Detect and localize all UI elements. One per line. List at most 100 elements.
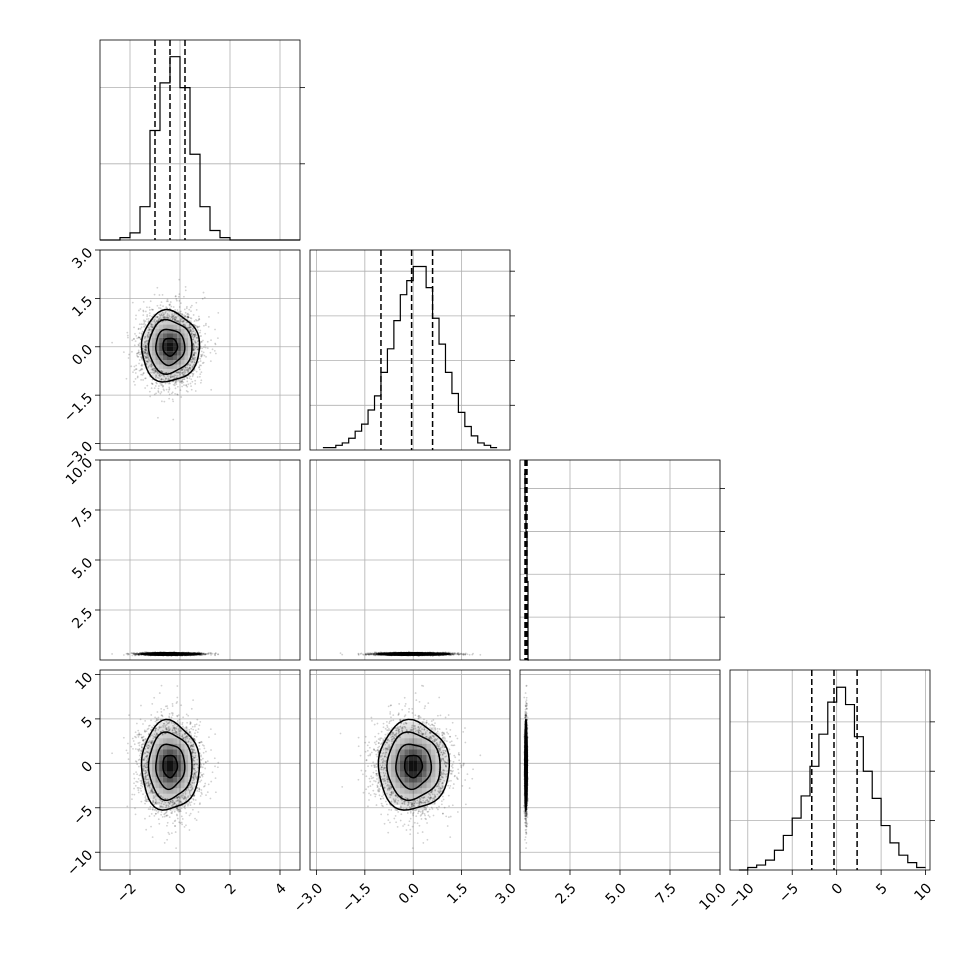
scatter-point <box>374 654 377 657</box>
scatter-point <box>202 361 205 364</box>
scatter-point <box>189 366 191 369</box>
scatter-point <box>369 651 371 654</box>
scatter-point <box>193 767 196 770</box>
scatter-point <box>161 320 164 323</box>
scatter-point <box>172 731 175 734</box>
scatter-point <box>146 356 149 359</box>
density-cell <box>159 788 163 794</box>
scatter-point <box>374 651 376 654</box>
scatter-point <box>187 327 190 329</box>
density-cell <box>173 342 178 347</box>
scatter-point <box>193 725 196 728</box>
scatter-point <box>156 372 159 375</box>
scatter-point <box>163 815 166 818</box>
scatter-point <box>151 703 154 705</box>
scatter-point <box>163 842 166 844</box>
scatter-point <box>200 371 203 374</box>
scatter-point <box>208 651 210 654</box>
scatter-point <box>195 308 198 311</box>
scatter-point <box>147 336 149 339</box>
scatter-point <box>176 800 179 802</box>
scatter-point <box>137 735 140 738</box>
scatter-point <box>168 716 171 719</box>
scatter-point <box>193 768 195 770</box>
scatter-point <box>140 800 143 803</box>
density-cell <box>191 337 196 343</box>
scatter-point <box>171 314 174 317</box>
scatter-point <box>198 364 201 367</box>
scatter-point <box>136 337 139 340</box>
scatter-point <box>152 801 154 804</box>
scatter-point <box>206 791 209 794</box>
density-cell <box>177 351 181 356</box>
scatter-point <box>144 335 146 338</box>
scatter-point <box>175 298 178 300</box>
density-cell <box>151 373 156 378</box>
scatter-point <box>192 357 195 360</box>
scatter-point <box>182 372 184 374</box>
scatter-point <box>150 789 153 792</box>
scatter-point <box>217 761 220 764</box>
scatter-point <box>147 356 150 359</box>
scatter-point <box>151 326 154 329</box>
density-cell <box>151 771 156 778</box>
scatter-point <box>152 797 155 800</box>
density-cell <box>151 766 156 772</box>
scatter-point <box>204 344 207 346</box>
scatter-point <box>210 339 212 342</box>
scatter-point <box>137 777 140 780</box>
scatter-point <box>182 323 185 326</box>
scatter-point <box>144 772 147 775</box>
scatter-point <box>142 739 145 742</box>
scatter-point <box>187 316 190 319</box>
scatter-point <box>147 778 150 781</box>
density-cell <box>170 766 174 772</box>
density-cell <box>155 315 160 321</box>
scatter-point <box>174 319 177 321</box>
scatter-point <box>201 652 204 655</box>
scatter-point <box>144 351 147 354</box>
scatter-point <box>154 795 157 797</box>
scatter-point <box>373 654 375 656</box>
contour-line <box>155 328 186 367</box>
scatter-point <box>160 811 163 813</box>
density-cell <box>162 377 167 383</box>
scatter-point <box>192 777 195 779</box>
scatter-point <box>193 763 196 766</box>
scatter-point <box>196 376 199 378</box>
scatter-point <box>135 653 138 656</box>
scatter-point <box>201 744 204 746</box>
density-cell <box>170 749 174 755</box>
scatter-point <box>161 796 164 799</box>
scatter-point <box>186 734 189 737</box>
scatter-point <box>197 329 199 331</box>
scatter-point <box>190 310 192 313</box>
scatter-point <box>202 773 205 776</box>
scatter-point <box>183 378 186 381</box>
scatter-point <box>192 358 194 360</box>
scatter-point <box>192 765 195 768</box>
scatter-point <box>158 727 161 729</box>
scatter-point <box>134 383 136 386</box>
scatter-point <box>133 344 136 347</box>
scatter-point <box>179 389 182 392</box>
scatter-point <box>472 652 474 655</box>
density-cell <box>159 360 163 365</box>
scatter-point <box>198 775 201 778</box>
scatter-point <box>168 728 170 731</box>
scatter-point <box>156 315 159 318</box>
scatter-point <box>147 320 150 323</box>
density-cell <box>144 355 149 361</box>
scatter-point <box>158 801 160 804</box>
density-cell <box>148 782 152 789</box>
scatter-point <box>168 833 171 836</box>
scatter-point <box>181 796 184 799</box>
scatter-point <box>188 366 191 369</box>
scatter-point <box>181 368 184 371</box>
scatter-point <box>168 389 170 391</box>
scatter-point <box>187 803 190 806</box>
density-cell <box>151 320 156 325</box>
scatter-point <box>147 784 149 787</box>
scatter-point <box>195 301 198 304</box>
scatter-point <box>214 777 217 780</box>
